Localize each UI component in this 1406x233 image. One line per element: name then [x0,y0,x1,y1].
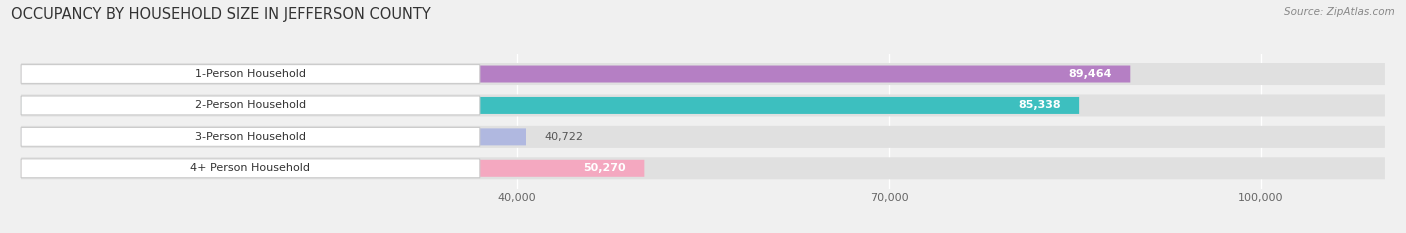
Text: 50,270: 50,270 [583,163,626,173]
Text: OCCUPANCY BY HOUSEHOLD SIZE IN JEFFERSON COUNTY: OCCUPANCY BY HOUSEHOLD SIZE IN JEFFERSON… [11,7,432,22]
FancyBboxPatch shape [21,96,479,115]
FancyBboxPatch shape [21,127,479,146]
FancyBboxPatch shape [21,97,1080,114]
FancyBboxPatch shape [21,159,479,178]
FancyBboxPatch shape [21,65,479,83]
Text: 3-Person Household: 3-Person Household [195,132,307,142]
FancyBboxPatch shape [21,160,644,177]
Text: Source: ZipAtlas.com: Source: ZipAtlas.com [1284,7,1395,17]
FancyBboxPatch shape [21,128,526,145]
FancyBboxPatch shape [21,63,1385,85]
Text: 89,464: 89,464 [1069,69,1112,79]
Text: 2-Person Household: 2-Person Household [195,100,307,110]
Text: 1-Person Household: 1-Person Household [195,69,307,79]
Text: 4+ Person Household: 4+ Person Household [190,163,311,173]
FancyBboxPatch shape [21,65,1130,82]
FancyBboxPatch shape [21,157,1385,179]
Text: 40,722: 40,722 [544,132,583,142]
FancyBboxPatch shape [21,94,1385,116]
Text: 85,338: 85,338 [1018,100,1060,110]
FancyBboxPatch shape [21,126,1385,148]
